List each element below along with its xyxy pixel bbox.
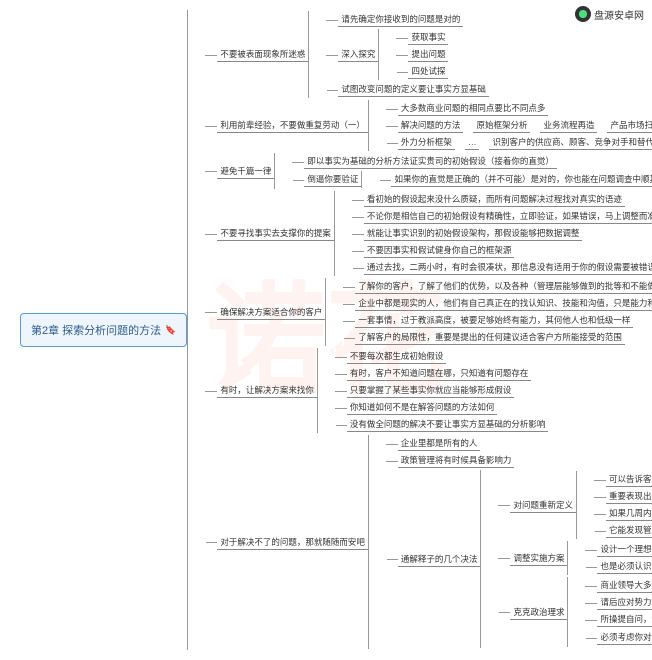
leaf[interactable]: 设计一个理想化的方案很容易: [597, 542, 652, 557]
leaf[interactable]: 请先确定你接收到的问题是对的: [338, 12, 463, 27]
leaf[interactable]: 业务流程再造: [540, 118, 597, 133]
leaf[interactable]: 识别客户的供应商、顾客、竞争对手和替代品: [489, 135, 652, 150]
leaf[interactable]: 外力分析框架: [398, 135, 455, 150]
leaf[interactable]: 所操提自问，请最打手的: [597, 612, 652, 627]
leaf[interactable]: 不论你是相信自己的初始假设有精确性，立即验证，如果错误，马上调整而准备接受你的错…: [364, 209, 652, 224]
leaf[interactable]: 如果你的直觉是正确的（并不可能）是对的，你也能在问题调查中顺其进行验证: [391, 172, 652, 187]
branch-7[interactable]: 对于解决不了的问题，那就随随而安吧: [217, 535, 368, 550]
leaf[interactable]: 一套事情，过于教派高度，被要足够始终有能力，其何他人也和低级一样: [355, 313, 633, 328]
root-label: 第2章 探索分析问题的方法: [31, 322, 161, 338]
leaf[interactable]: 你知道如何不是在解答问题的方法如何: [347, 400, 498, 415]
branch-4[interactable]: 不要寻找事实去支撑你的提案: [217, 226, 334, 241]
leaf[interactable]: 获取事实: [408, 30, 448, 45]
leaf[interactable]: 通解释子的几个决法: [398, 552, 481, 567]
mindmap-container: 第2章 探索分析问题的方法 🔖 不要被表面现象所迷惑 请先确定你接收到的问题是对…: [20, 10, 652, 650]
leaf[interactable]: 产品市场扫描等: [607, 118, 652, 133]
branch-1[interactable]: 不要被表面现象所迷惑: [217, 47, 308, 62]
leaf[interactable]: 它能发现管理者看不到的问题: [606, 523, 652, 538]
leaf[interactable]: 只要掌握了某些事实你就应当能够形成假设: [347, 383, 515, 398]
leaf[interactable]: 深入探究: [338, 47, 378, 62]
leaf[interactable]: 也是必须认识到，不过可以一小步，请再落实方法，逐步达到理想的结果: [597, 559, 652, 574]
leaf[interactable]: 试图改变问题的定义要让事实方显基础: [338, 82, 489, 97]
branch-6[interactable]: 有时，让解决方案来找你: [217, 383, 317, 398]
leaf[interactable]: 如果几周内不进行了这件事，你很可能需要挖掘很深达到目标: [606, 506, 652, 521]
leaf[interactable]: 可以告诉客户，你的问题不是a，而是b: [606, 472, 652, 487]
leaf[interactable]: 解决问题的方法: [398, 118, 464, 133]
leaf[interactable]: 看初始的假设起来没什么质疑，而所有问题解决过程找对真实的语迹: [364, 192, 625, 207]
leaf[interactable]: 企业中都是现实的人，他们有自己真正在的找认知识、技能和沟值，只是能力和依据都知道…: [355, 296, 652, 311]
branch-5[interactable]: 确保解决方案适合你的客户: [217, 305, 325, 320]
leaf[interactable]: 提出问题: [408, 47, 448, 62]
root-node[interactable]: 第2章 探索分析问题的方法 🔖: [20, 313, 187, 347]
branch-2[interactable]: 利用前辈经验，不要做重复劳动（一）: [217, 118, 368, 133]
leaf[interactable]: 即以事实为基础的分析方法证实贵司的初始假设（接着你的直觉）: [304, 154, 557, 169]
leaf[interactable]: 就能让事实识别的初始假设架构，那假设能够把数据调整: [364, 226, 583, 241]
inline-group: 解决问题的方法 原始框架分析 业务流程再造 产品市场扫描等: [398, 118, 652, 133]
leaf[interactable]: 企业里都是所有的人: [398, 436, 481, 451]
leaf[interactable]: 不要因事实和假试健身你自己的框架源: [364, 243, 515, 258]
leaf[interactable]: 请后应对势力，否则还是试着获得他们接受解的利益为他你的服务: [597, 595, 652, 610]
leaf[interactable]: 不要每次都生成初始假设: [347, 349, 447, 364]
leaf[interactable]: 商业领导大多数人只能个看到度: [597, 578, 652, 593]
leaf[interactable]: 克克政治理求: [510, 605, 567, 620]
leaf[interactable]: 原始框架分析: [473, 118, 530, 133]
bookmark-icon: 🔖: [165, 325, 176, 336]
leaf[interactable]: 了解客户的局限性，重要是提出的任何建议适合客户方所能接受的范围: [355, 330, 625, 345]
leaf[interactable]: 大多数商业问题的相同点要比不同点多: [398, 101, 549, 116]
branch-3[interactable]: 避免千篇一律: [217, 164, 274, 179]
leaf[interactable]: 倒逼你要验证: [304, 172, 361, 187]
leaf[interactable]: …: [465, 135, 480, 150]
leaf[interactable]: 了解你的客户，了解了他们的优势，以及各种（管理层能够做到的批等和不能做到的）: [355, 279, 652, 294]
leaf[interactable]: 重要表现出一种伟大的商业的能力，它能做穿越立众待度: [606, 489, 652, 504]
leaf[interactable]: 四处试探: [408, 64, 448, 79]
leaf[interactable]: 通过去找，二两小时，有时会很凑状，那信息没有适用于你的假设需要被错误设一丝丝: [364, 260, 652, 275]
leaf[interactable]: 有时，客户不知道问题在哪，只知道有问题存在: [347, 366, 532, 381]
leaf[interactable]: 没有做全问题的解决不要让事实方显基础的分析影响: [347, 417, 549, 432]
leaf[interactable]: 政策管理将有时候具备影响力: [398, 453, 515, 468]
inline-group: 外力分析框架 … 识别客户的供应商、顾客、竞争对手和替代品: [398, 135, 652, 150]
leaf[interactable]: 必须考虑你对的解决方案如何影响公司里的各个利益方: [597, 630, 652, 645]
leaf[interactable]: 调整实施方案: [510, 551, 567, 566]
